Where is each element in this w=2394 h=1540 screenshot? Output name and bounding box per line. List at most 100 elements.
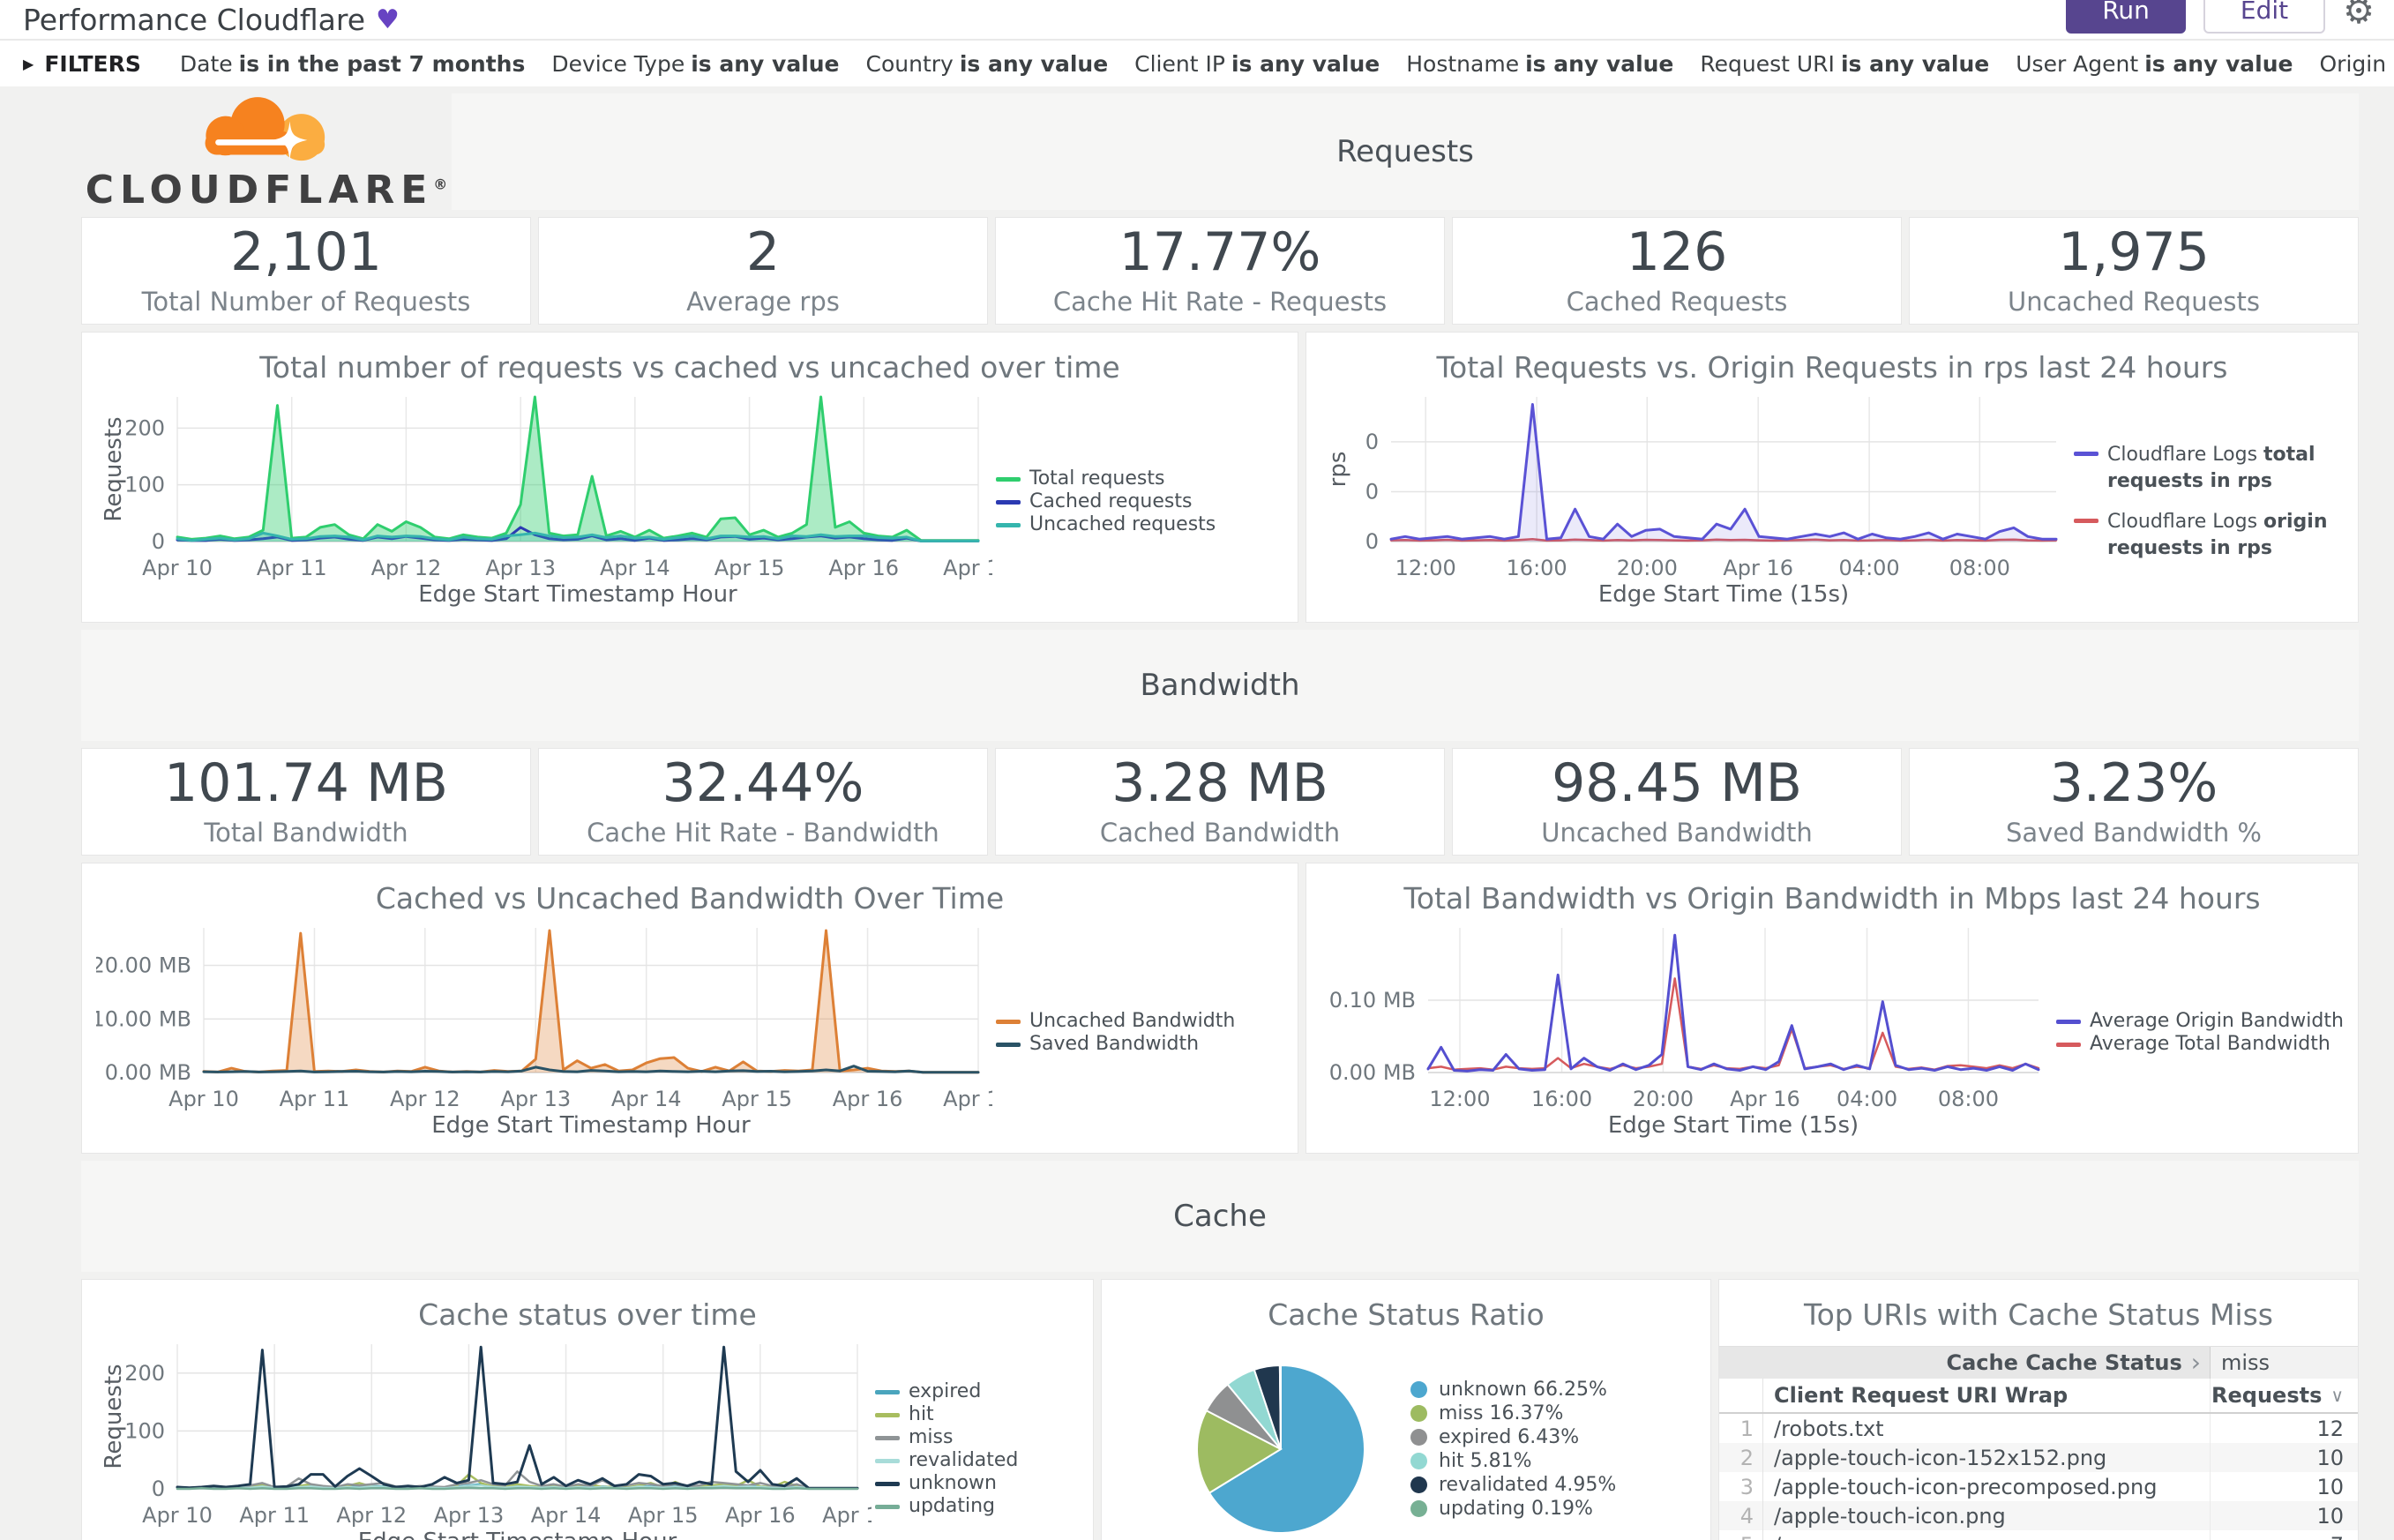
legend-swatch-icon [2056, 1020, 2081, 1024]
sort-desc-icon: ∨ [2330, 1385, 2344, 1406]
heart-icon: ♥ [376, 4, 400, 35]
requests-over-time-card: Total number of requests vs cached vs un… [81, 332, 1298, 623]
bandwidth-24h-legend: Average Origin Bandwidth Average Total Ba… [2053, 919, 2344, 1147]
cloudflare-logo: CLOUDFLARE® [81, 93, 452, 210]
legend-swatch-icon [1410, 1381, 1427, 1398]
cache-status-over-time-chart[interactable]: Apr 10 Apr 11 Apr 12 Apr 13 Apr 14 Apr 15 Apr … [96, 1335, 893, 1540]
table-row: 1/robots.txt 12 [1719, 1414, 2358, 1443]
section-heading-requests: Requests [452, 93, 2359, 210]
section-heading-bandwidth: Bandwidth [81, 630, 2359, 741]
bandwidth-charts-row: Cached vs Uncached Bandwidth Over Time A… [81, 863, 2359, 1154]
row-number-header [1719, 1379, 1763, 1412]
legend-item[interactable]: Average Origin Bandwidth [2056, 1010, 2344, 1033]
svg-text:04:00: 04:00 [1839, 556, 1900, 580]
legend-item[interactable]: hit [875, 1403, 1079, 1426]
legend-item[interactable]: miss [875, 1426, 1079, 1449]
pivot-header: Cache Cache Status › miss [1719, 1347, 2358, 1379]
svg-text:20.00 MB: 20.00 MB [96, 953, 191, 978]
top-actions: Run Edit ⚙ [2066, 0, 2375, 34]
legend-swatch-icon [875, 1413, 900, 1417]
requests-charts-row: Total number of requests vs cached vs un… [81, 332, 2359, 623]
legend-swatch-icon [1410, 1405, 1427, 1422]
legend-item[interactable]: Saved Bandwidth [996, 1033, 1283, 1056]
svg-text:Apr 11: Apr 11 [280, 1087, 350, 1111]
filter-country[interactable]: Country is any value [865, 50, 1109, 77]
legend-item[interactable]: Uncached Bandwidth [996, 1010, 1283, 1033]
filter-date[interactable]: Date is in the past 7 months [179, 50, 526, 77]
filter-user-agent[interactable]: User Agent is any value [2016, 50, 2293, 77]
chevron-right-icon: › [2190, 1348, 2201, 1377]
kpi-uncached-requests: 1,975 Uncached Requests [1909, 217, 2359, 325]
uri-column-header[interactable]: Client Request URI Wrap [1774, 1383, 2069, 1408]
svg-text:Apr 17: Apr 17 [943, 1087, 992, 1111]
rps-24h-card: Total Requests vs. Origin Requests in rp… [1305, 332, 2359, 623]
legend-swatch-icon [875, 1482, 900, 1486]
legend-item[interactable]: updating 0.19% [1410, 1497, 1616, 1521]
run-button[interactable]: Run [2066, 0, 2186, 34]
legend-swatch-icon [996, 1020, 1021, 1024]
legend-item[interactable]: expired [875, 1380, 1079, 1403]
requests-column-header[interactable]: Requests ∨ [2210, 1379, 2358, 1412]
filter-request-uri[interactable]: Request URI is any value [1700, 50, 1990, 77]
legend-swatch-icon [1410, 1476, 1427, 1493]
svg-text:08:00: 08:00 [1938, 1087, 1999, 1111]
svg-text:0.10 MB: 0.10 MB [1329, 988, 1416, 1013]
svg-text:04:00: 04:00 [1837, 1087, 1897, 1111]
cache-status-ratio-legend: unknown 66.25% miss 16.37% expired 6.43% hi… [1365, 1378, 1616, 1521]
filters-label: FILTERS [44, 50, 141, 77]
gear-icon[interactable]: ⚙ [2343, 0, 2375, 32]
filter-client-ip[interactable]: Client IP is any value [1134, 50, 1380, 77]
svg-text:Apr 16: Apr 16 [828, 556, 899, 580]
kpi-cached-requests: 126 Cached Requests [1452, 217, 1902, 325]
svg-text:20:00: 20:00 [1633, 1087, 1694, 1111]
legend-item[interactable]: miss 16.37% [1410, 1402, 1616, 1425]
filter-hostname[interactable]: Hostname is any value [1406, 50, 1674, 77]
legend-item[interactable]: revalidated [875, 1449, 1079, 1472]
svg-text:08:00: 08:00 [1949, 556, 2010, 580]
bandwidth-24h-chart[interactable]: 12:00 16:00 20:00 Apr 16 04:00 08:00 0.00 MB 0.… [1320, 919, 2053, 1147]
legend-item[interactable]: Cloudflare Logs origin requests in rps [2074, 509, 2344, 562]
svg-text:Apr 13: Apr 13 [434, 1503, 505, 1528]
edit-button[interactable]: Edit [2203, 0, 2326, 34]
table-row: 2/apple-touch-icon-152x152.png 10 [1719, 1443, 2358, 1472]
dashboard-content: CLOUDFLARE® Requests 2,101 Total Number o… [0, 86, 2394, 1540]
legend-swatch-icon [875, 1436, 900, 1440]
filter-origin-response-status[interactable]: Origin Response Statusis any value [2319, 50, 2394, 77]
legend-item[interactable]: Uncached requests [996, 513, 1283, 536]
filter-device-type[interactable]: Device Type is any value [551, 50, 840, 77]
svg-text:0: 0 [1365, 529, 1379, 554]
legend-item[interactable]: Total requests [996, 467, 1283, 490]
requests-over-time-chart[interactable]: Apr 10 Apr 11 Apr 12 Apr 13 Apr 14 Apr 15 Apr … [96, 388, 1014, 616]
rps-24h-chart[interactable]: 12:00 16:00 20:00 Apr 16 04:00 08:00 0 0 0 rps Edg… [1320, 388, 2070, 616]
svg-text:100: 100 [124, 1418, 165, 1443]
legend-item[interactable]: Cloudflare Logs total requests in rps [2074, 442, 2344, 495]
legend-item[interactable]: unknown 66.25% [1410, 1378, 1616, 1402]
legend-item[interactable]: revalidated 4.95% [1410, 1473, 1616, 1497]
legend-item[interactable]: Cached requests [996, 490, 1283, 513]
cache-status-ratio-pie[interactable] [1195, 1364, 1365, 1534]
filters-toggle[interactable]: ▶ FILTERS [23, 51, 141, 77]
svg-text:Apr 17: Apr 17 [943, 556, 992, 580]
svg-text:Apr 11: Apr 11 [257, 556, 327, 580]
legend-item[interactable]: hit 5.81% [1410, 1449, 1616, 1473]
kpi-cached-bandwidth: 3.28 MB Cached Bandwidth [995, 748, 1445, 856]
bandwidth-kpi-row: 101.74 MB Total Bandwidth 32.44% Cache Hit… [81, 748, 2359, 856]
kpi-total-requests: 2,101 Total Number of Requests [81, 217, 531, 325]
legend-item[interactable]: updating [875, 1495, 1079, 1518]
svg-text:100: 100 [124, 473, 165, 497]
svg-text:Apr 13: Apr 13 [485, 556, 556, 580]
bandwidth-over-time-chart[interactable]: Apr 10 Apr 11 Apr 12 Apr 13 Apr 14 Apr 15 Apr … [91, 919, 1014, 1147]
section-heading-cache: Cache [81, 1161, 2359, 1272]
pivot-field-label[interactable]: Cache Cache Status › [1946, 1348, 2201, 1377]
kpi-cache-hit-rate-bandwidth: 32.44% Cache Hit Rate - Bandwidth [538, 748, 988, 856]
svg-text:Edge Start Timestamp Hour: Edge Start Timestamp Hour [358, 1529, 677, 1540]
legend-swatch-icon [996, 500, 1021, 505]
legend-item[interactable]: expired 6.43% [1410, 1425, 1616, 1449]
legend-swatch-icon [875, 1505, 900, 1509]
kpi-cache-hit-rate-requests: 17.77% Cache Hit Rate - Requests [995, 217, 1445, 325]
top-uris-table: Cache Cache Status › miss Client Request … [1719, 1346, 2358, 1540]
legend-item[interactable]: unknown [875, 1472, 1079, 1495]
legend-item[interactable]: Average Total Bandwidth [2056, 1033, 2344, 1056]
svg-text:Apr 14: Apr 14 [611, 1087, 682, 1111]
svg-text:Apr 16: Apr 16 [725, 1503, 796, 1528]
